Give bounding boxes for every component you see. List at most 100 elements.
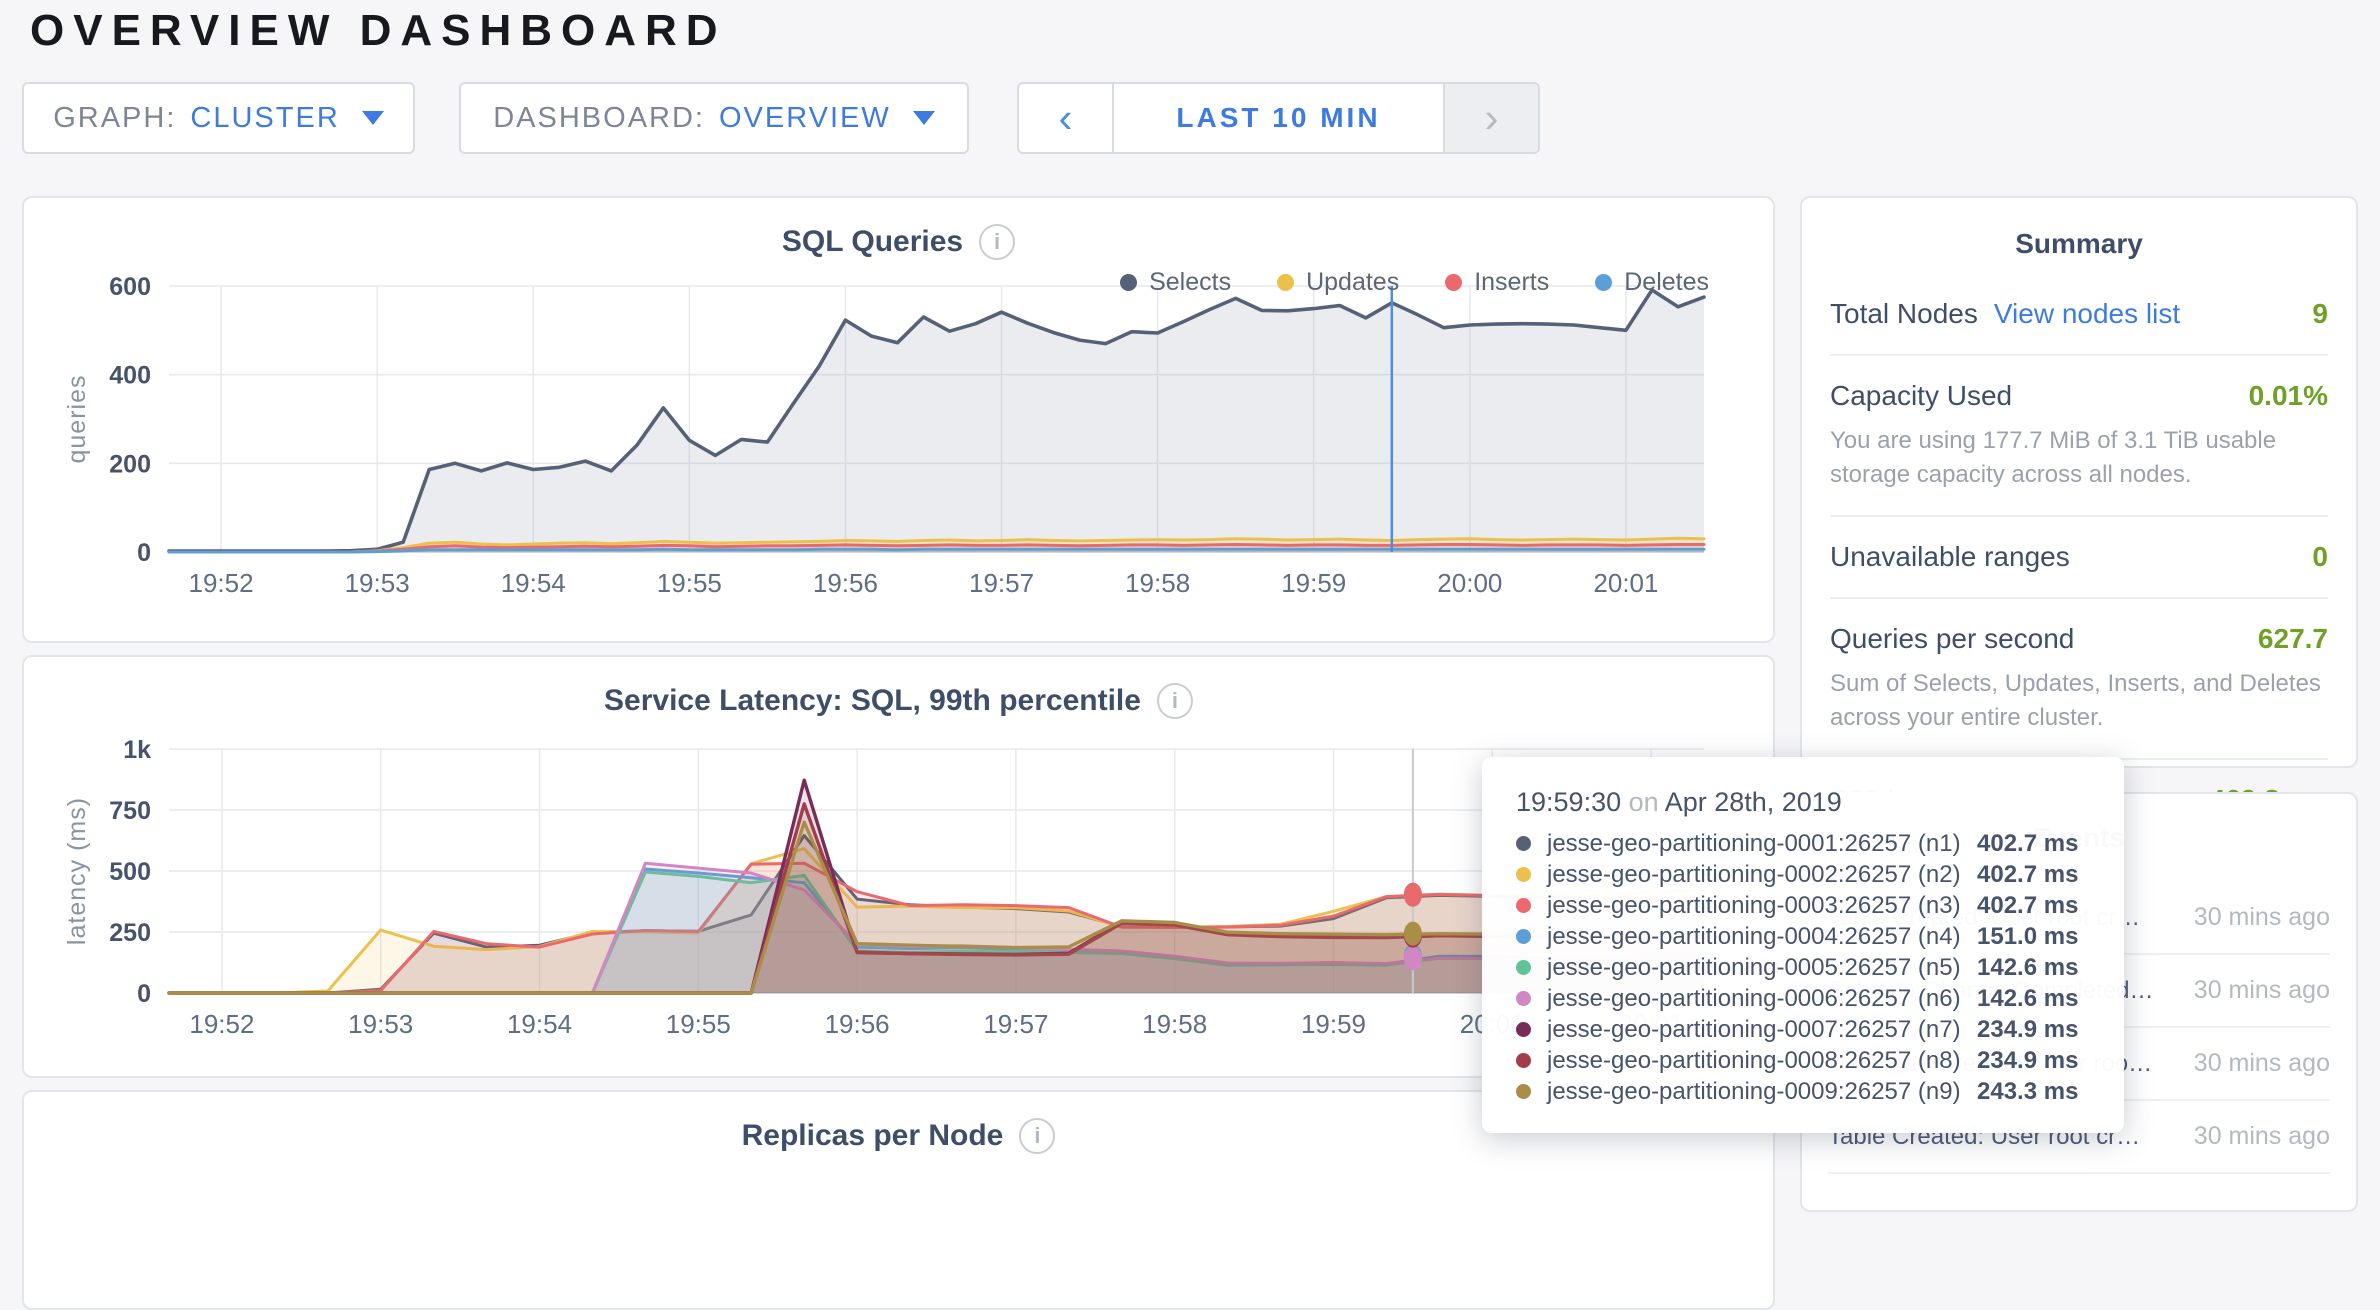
series-dot-icon (1516, 867, 1531, 882)
tooltip-series-name: jesse-geo-partitioning-0007:26257 (n7) (1547, 1015, 1961, 1043)
legend-item-label: Inserts (1474, 268, 1550, 296)
info-icon[interactable]: i (979, 224, 1016, 260)
dashboard-dropdown[interactable]: DASHBOARD: OVERVIEW (459, 82, 969, 154)
graph-dropdown[interactable]: GRAPH: CLUSTER (22, 82, 415, 154)
summary-item-description: Sum of Selects, Updates, Inserts, and De… (1830, 670, 2321, 731)
summary-item-label: Capacity Used (1830, 380, 2013, 411)
time-window-prev-button[interactable]: ‹ (1019, 84, 1114, 152)
tooltip-series-row: jesse-geo-partitioning-0008:26257 (n8) 23… (1516, 1045, 2090, 1076)
info-icon[interactable]: i (1019, 1118, 1056, 1154)
summary-item-label: Total Nodes (1830, 298, 1978, 329)
series-dot-icon (1516, 836, 1531, 851)
svg-text:500: 500 (109, 858, 151, 886)
legend-item-inserts[interactable]: Inserts (1445, 268, 1549, 297)
svg-text:20:01: 20:01 (1593, 568, 1658, 598)
svg-text:1k: 1k (123, 737, 151, 764)
event-timestamp: 30 mins ago (2193, 903, 2330, 932)
sql-queries-legend: Selects Updates Inserts Deletes (1074, 268, 1709, 297)
summary-item-value: 0 (2312, 541, 2328, 573)
legend-item-selects[interactable]: Selects (1120, 268, 1231, 297)
summary-item-unavailable-ranges: Unavailable ranges 0 (1830, 517, 2328, 600)
series-dot-icon (1516, 898, 1531, 913)
svg-text:20:00: 20:00 (1437, 568, 1502, 598)
tooltip-series-value: 151.0 ms (1977, 922, 2079, 950)
legend-item-label: Deletes (1624, 268, 1709, 296)
tooltip-series-name: jesse-geo-partitioning-0005:26257 (n5) (1547, 953, 1961, 981)
summary-item-value: 0.01% (2248, 380, 2328, 411)
sql-queries-title: SQL Queries (781, 225, 964, 258)
legend-item-label: Selects (1149, 268, 1232, 296)
series-dot-icon (1516, 929, 1531, 944)
tooltip-series-value: 234.9 ms (1977, 1015, 2079, 1043)
summary-title: Summary (2015, 228, 2143, 259)
tooltip-timestamp: 19:59:30 on Apr 28th, 2019 (1516, 787, 1842, 817)
tooltip-series-name: jesse-geo-partitioning-0006:26257 (n6) (1547, 984, 1961, 1012)
chevron-right-icon: › (1484, 94, 1499, 141)
legend-dot-icon (1595, 274, 1613, 291)
series-dot-icon (1516, 991, 1531, 1006)
series-dot-icon (1516, 1084, 1531, 1099)
sql-queries-chart[interactable]: 19:52 19:53 19:54 19:55 19:56 19:57 19:58 19:59… (49, 272, 1749, 627)
tooltip-series-row: jesse-geo-partitioning-0009:26257 (n9) 24… (1516, 1076, 2090, 1107)
svg-text:19:53: 19:53 (348, 1009, 413, 1039)
tooltip-series-name: jesse-geo-partitioning-0009:26257 (n9) (1547, 1077, 1961, 1105)
tooltip-series-row: jesse-geo-partitioning-0005:26257 (n5) 14… (1516, 952, 2090, 983)
time-window-selector: ‹ LAST 10 MIN › (1017, 82, 1540, 154)
time-window-value[interactable]: LAST 10 MIN (1176, 102, 1381, 133)
summary-panel: Summary Total Nodes View nodes list 9 Ca… (1800, 196, 2358, 815)
svg-text:19:55: 19:55 (656, 568, 721, 598)
svg-text:750: 750 (109, 797, 151, 825)
tooltip-series-value: 402.7 ms (1977, 860, 2079, 888)
summary-item-label: Unavailable ranges (1830, 541, 2070, 573)
tooltip-time: 19:59:30 (1516, 787, 1622, 817)
tooltip-series-row: jesse-geo-partitioning-0001:26257 (n1) 40… (1516, 828, 2090, 859)
service-latency-chart[interactable]: 19:52 19:53 19:54 19:55 19:56 19:57 19:58 19:59… (49, 736, 1749, 1062)
series-dot-icon (1516, 960, 1531, 975)
svg-text:19:54: 19:54 (500, 568, 565, 598)
legend-item-deletes[interactable]: Deletes (1595, 268, 1709, 297)
svg-text:19:54: 19:54 (506, 1009, 571, 1039)
graph-dropdown-value: CLUSTER (190, 101, 340, 134)
summary-item-capacity-used: Capacity Used 0.01% You are using 177.7 … (1830, 356, 2328, 518)
svg-text:19:59: 19:59 (1300, 1009, 1365, 1039)
svg-text:0: 0 (137, 539, 151, 567)
chevron-down-icon (361, 111, 384, 125)
tooltip-series-value: 243.3 ms (1977, 1077, 2079, 1105)
time-window-next-button[interactable]: › (1443, 84, 1538, 152)
tooltip-series-row: jesse-geo-partitioning-0003:26257 (n3) 40… (1516, 890, 2090, 921)
svg-text:19:52: 19:52 (188, 568, 253, 598)
summary-item-value: 627.7 (2257, 623, 2328, 655)
graph-dropdown-label: GRAPH: (53, 101, 177, 134)
svg-text:19:52: 19:52 (189, 1009, 254, 1039)
view-nodes-list-link[interactable]: View nodes list (1993, 298, 2181, 329)
sql-queries-panel: SQL Queries i Selects Updates Inserts Delete… (22, 196, 1775, 643)
svg-text:250: 250 (109, 919, 151, 947)
tooltip-series-value: 402.7 ms (1977, 891, 2079, 919)
dashboard-controls: GRAPH: CLUSTER DASHBOARD: OVERVIEW ‹ LAS… (22, 82, 1540, 154)
tooltip-series-row: jesse-geo-partitioning-0004:26257 (n4) 15… (1516, 921, 2090, 952)
series-dot-icon (1516, 1053, 1531, 1068)
summary-items: Total Nodes View nodes list 9 Capacity U… (1830, 274, 2328, 840)
legend-dot-icon (1120, 274, 1138, 291)
chevron-left-icon: ‹ (1058, 94, 1073, 141)
svg-text:200: 200 (109, 450, 151, 478)
event-timestamp: 30 mins ago (2193, 1122, 2330, 1151)
replicas-per-node-title: Replicas per Node (741, 1119, 1004, 1152)
info-icon[interactable]: i (1156, 683, 1193, 719)
summary-item-total-nodes: Total Nodes View nodes list 9 (1830, 274, 2328, 356)
tooltip-series-name: jesse-geo-partitioning-0001:26257 (n1) (1547, 829, 1961, 857)
series-dot-icon (1516, 1022, 1531, 1037)
svg-text:19:58: 19:58 (1142, 1009, 1207, 1039)
svg-text:19:57: 19:57 (969, 568, 1034, 598)
summary-item-label: Queries per second (1830, 623, 2075, 655)
tooltip-series-value: 234.9 ms (1977, 1046, 2079, 1074)
service-latency-title: Service Latency: SQL, 99th percentile (604, 684, 1141, 717)
summary-item-value: 9 (2312, 298, 2328, 329)
svg-text:19:55: 19:55 (665, 1009, 730, 1039)
svg-text:19:57: 19:57 (983, 1009, 1048, 1039)
event-timestamp: 30 mins ago (2193, 976, 2330, 1005)
svg-text:600: 600 (109, 273, 151, 301)
tooltip-rows: jesse-geo-partitioning-0001:26257 (n1) 40… (1516, 828, 2090, 1107)
legend-item-updates[interactable]: Updates (1277, 268, 1399, 297)
tooltip-series-row: jesse-geo-partitioning-0007:26257 (n7) 23… (1516, 1014, 2090, 1045)
